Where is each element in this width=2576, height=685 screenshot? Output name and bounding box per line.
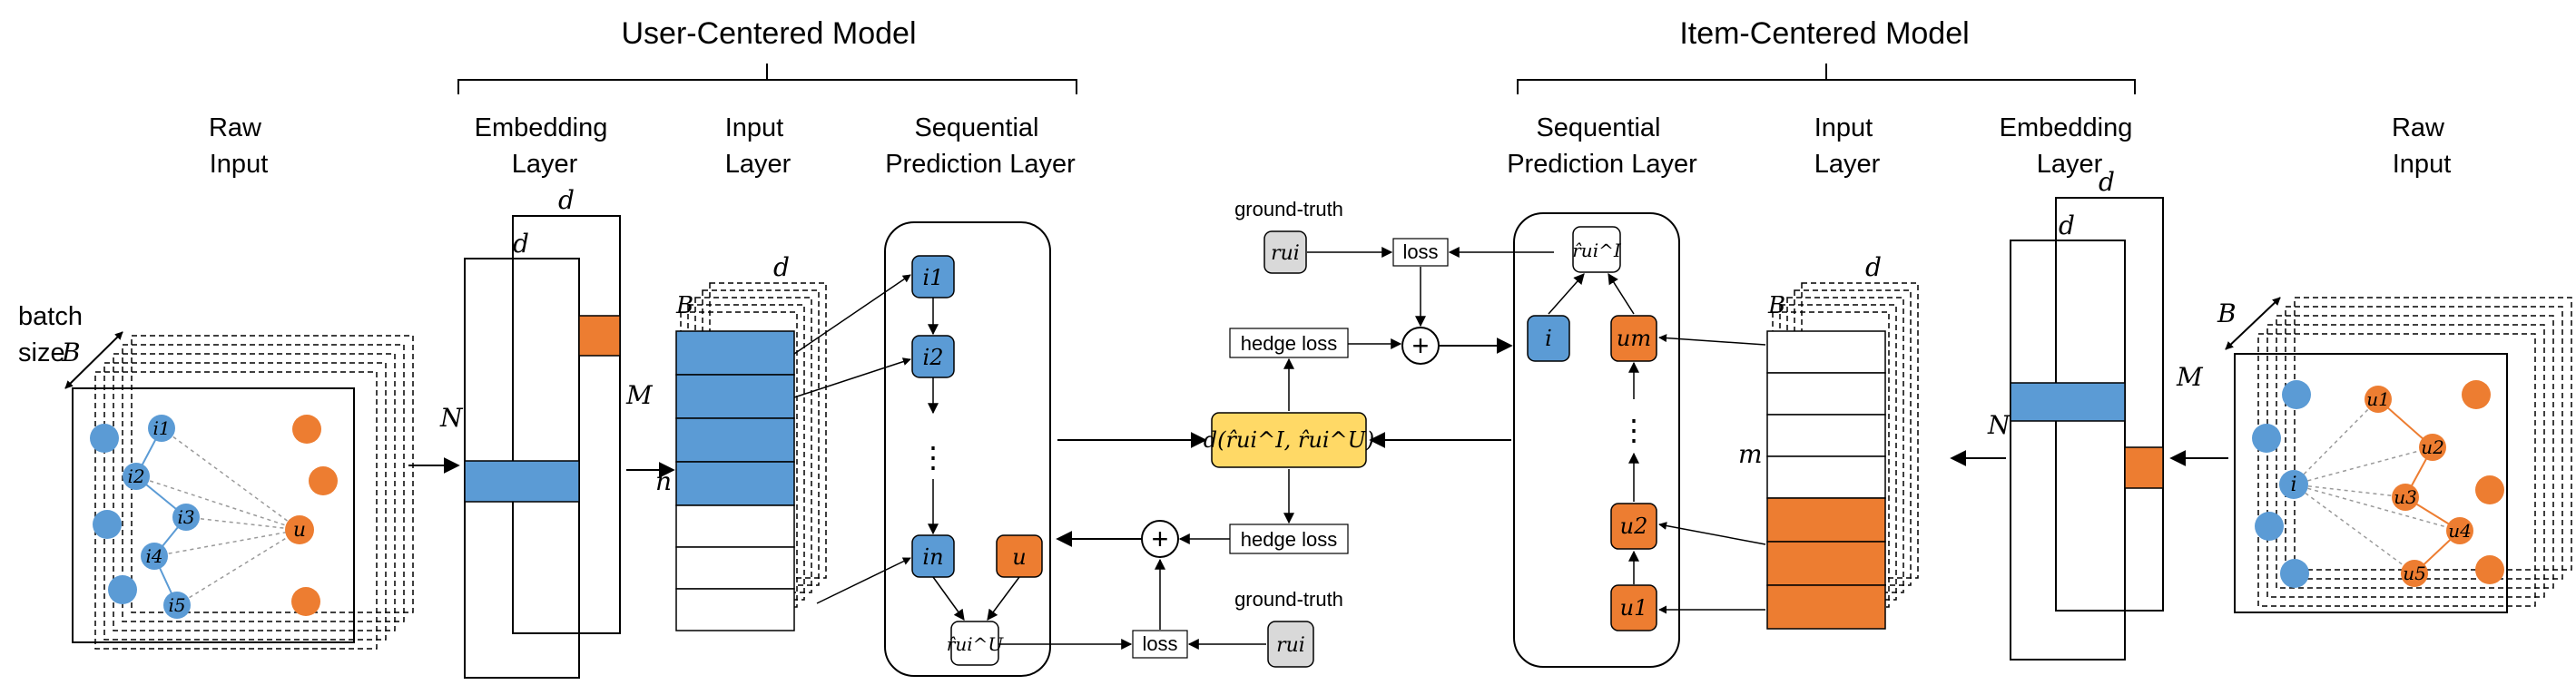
user-graph-user: u [293, 519, 306, 542]
item-hedge-loss-box [1229, 328, 1349, 358]
item-seq-item-node [1527, 315, 1570, 362]
batch-arrow [64, 331, 123, 389]
user-raw-input-label: Raw Input [209, 113, 269, 179]
user-sequential-box [884, 221, 1051, 677]
svg-text:loss: loss [1402, 240, 1438, 263]
svg-text:u2: u2 [1620, 514, 1648, 539]
item-batch-arrow [2225, 297, 2281, 350]
item-graph-item: i [2290, 474, 2296, 496]
user-input-d: d [773, 252, 790, 282]
user-embedding-label: Embedding Layer [475, 113, 615, 179]
item-embedding-table [2010, 197, 2164, 661]
item-graph-edges [2293, 398, 2461, 574]
item-sequential-label: Sequential Prediction Layer [1507, 113, 1697, 179]
svg-text:hedge loss: hedge loss [1241, 332, 1337, 355]
item-graph-user-2: u2 [2421, 436, 2444, 458]
user-embed-d-inner: d [513, 229, 529, 259]
distance-label: d(r̂ui^I, r̂ui^U) [1204, 427, 1374, 453]
item-embed-d-inner: d [2059, 210, 2075, 240]
user-graph-item-2: i2 [127, 465, 144, 487]
user-ground-truth-label: ground-truth [1234, 588, 1343, 611]
item-graph-user-1: u1 [2366, 388, 2390, 410]
user-input-n: n [655, 466, 672, 496]
user-graph-item-1: i1 [152, 417, 170, 439]
user-model-title: User-Centered Model [621, 16, 916, 51]
item-raw-input-label: Raw Input [2392, 113, 2452, 179]
item-embedding-label: Embedding Layer [2000, 113, 2140, 179]
item-model-title: Item-Centered Model [1679, 16, 1969, 51]
item-seq-dots: ⋮ [1619, 414, 1648, 446]
item-seq-node-2 [1610, 503, 1657, 550]
svg-text:in: in [922, 544, 943, 570]
distance-node [1211, 412, 1367, 468]
batch-size-label: batch size [18, 302, 90, 367]
user-raw-stack [72, 335, 414, 650]
svg-text:loss: loss [1142, 632, 1177, 655]
user-graph-item-5: i5 [168, 594, 185, 616]
user-sequential-label: Sequential Prediction Layer [885, 113, 1076, 179]
item-graph-user-4: u4 [2448, 520, 2472, 542]
user-embedding-table [464, 215, 621, 679]
item-batch-symbol: B [2217, 298, 2237, 328]
user-batch-symbol: B [61, 338, 81, 367]
item-truth-node [1263, 230, 1307, 274]
user-embed-M: M [625, 380, 654, 410]
user-graph-edges [135, 427, 300, 606]
item-input-B: B [1767, 292, 1785, 319]
item-input-d: d [1865, 252, 1882, 282]
item-ground-truth-label: ground-truth [1234, 198, 1343, 220]
item-seq-node-m [1610, 315, 1657, 362]
user-embed-d-outer: d [558, 185, 575, 215]
user-prediction-node [950, 621, 999, 666]
item-loss-box [1392, 238, 1449, 267]
user-graph-item-3: i3 [177, 506, 194, 528]
svg-text:hedge loss: hedge loss [1241, 528, 1337, 551]
item-input-layer-label: Input Layer [1814, 113, 1881, 179]
item-prediction-node [1572, 226, 1621, 273]
svg-text:u1: u1 [1620, 595, 1648, 621]
svg-text:i1: i1 [923, 265, 944, 290]
item-graph-user-3: u3 [2394, 486, 2417, 508]
svg-text:um: um [1617, 326, 1651, 351]
user-prediction-label: r̂ui^U [947, 633, 1005, 655]
user-seq-dots: ⋮ [919, 441, 948, 474]
user-loss-box [1132, 630, 1188, 659]
item-input-m: m [1738, 439, 1763, 469]
item-raw-stack [2234, 297, 2572, 613]
user-truth-node [1267, 621, 1314, 668]
item-embed-M: M [2176, 362, 2204, 392]
svg-text:i2: i2 [923, 345, 944, 370]
svg-text:+: + [1152, 523, 1169, 555]
item-seq-node-1 [1610, 584, 1657, 631]
user-model-brace [457, 64, 1077, 94]
user-input-layer-label: Input Layer [725, 113, 791, 179]
svg-text:rui: rui [1271, 242, 1300, 265]
user-input-B: B [675, 292, 693, 319]
item-model-brace [1517, 64, 2136, 94]
item-prediction-label: r̂ui^I [1572, 240, 1622, 261]
svg-text:u: u [1012, 544, 1026, 570]
item-input-stack [1766, 282, 1919, 630]
svg-text:rui: rui [1276, 634, 1305, 657]
item-embed-N: N [1987, 410, 2011, 440]
item-graph-nodes [2252, 380, 2504, 588]
user-input-stack [675, 282, 827, 631]
user-graph-nodes [90, 415, 338, 619]
user-embed-N: N [439, 403, 464, 433]
item-graph-user-5: u5 [2403, 563, 2426, 584]
user-graph-item-4: i4 [145, 545, 162, 567]
item-sequential-box [1513, 212, 1680, 668]
svg-text:+: + [1412, 329, 1430, 362]
svg-text:i: i [1545, 326, 1552, 351]
item-embed-d-outer: d [2099, 167, 2115, 197]
